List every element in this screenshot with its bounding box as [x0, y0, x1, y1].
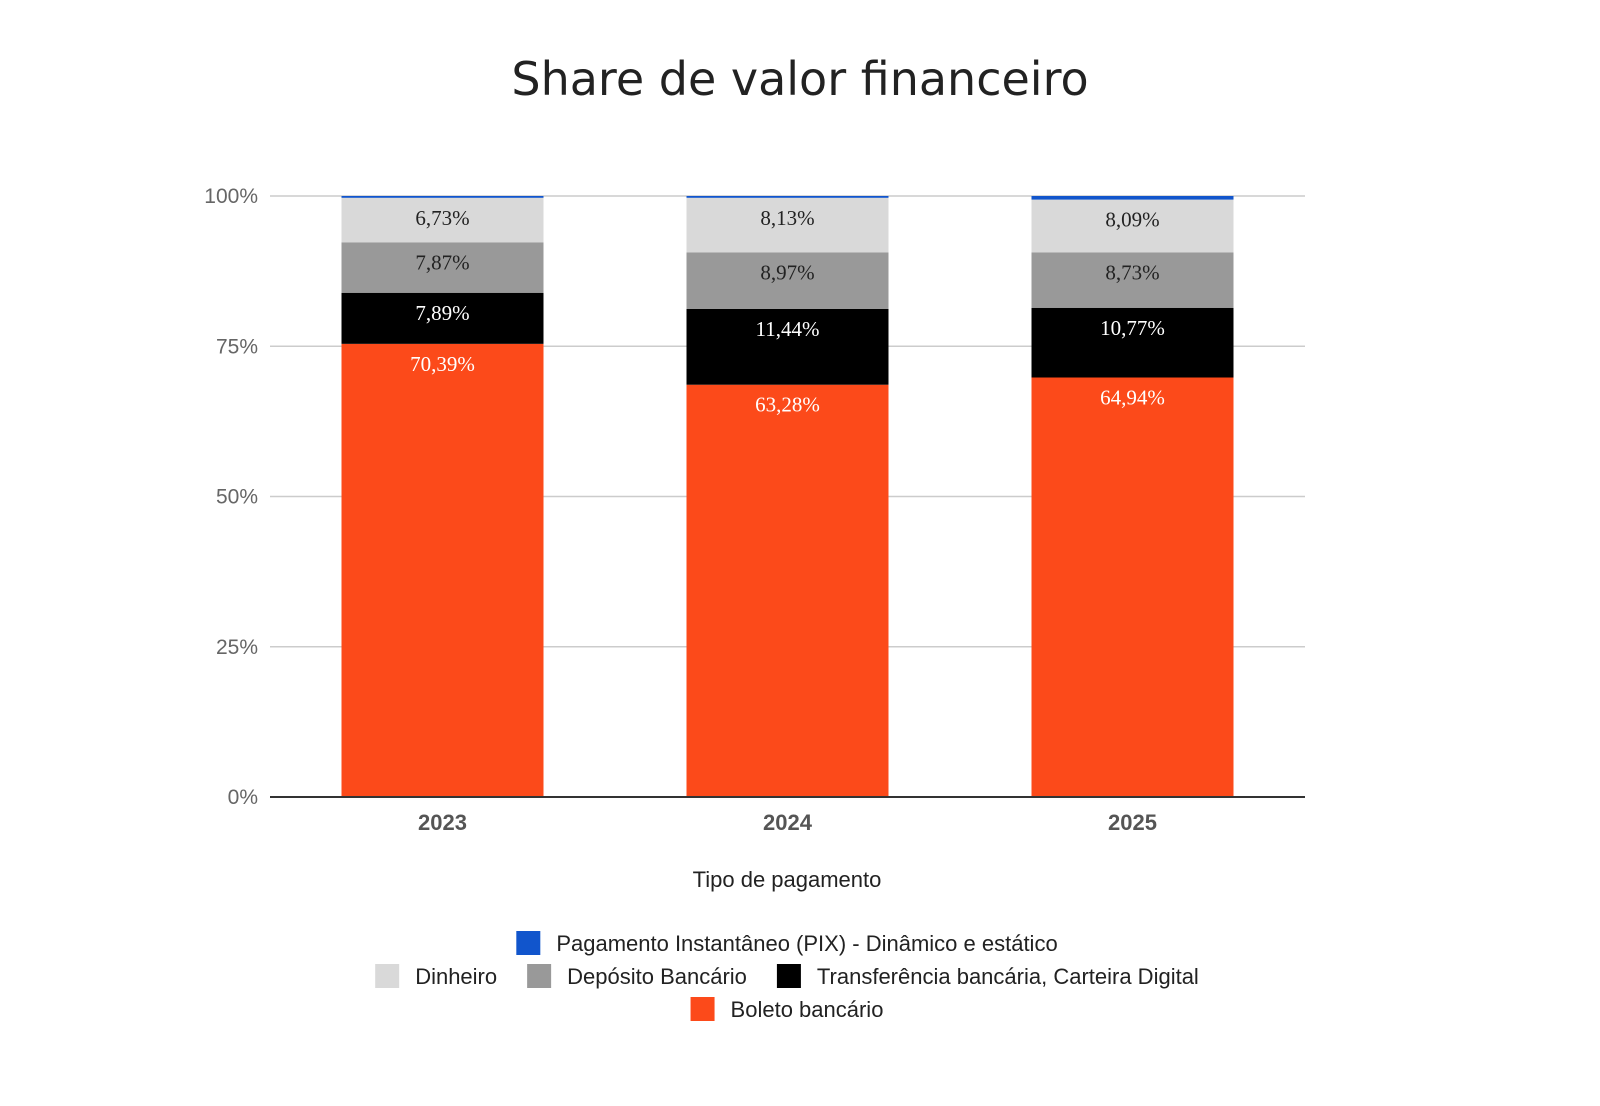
x-axis-ticks: 2023 2024 2025	[418, 810, 1157, 835]
data-label: 7,87%	[415, 250, 469, 274]
legend-item: Dinheiro	[375, 964, 497, 989]
legend-swatch	[375, 964, 400, 988]
data-label: 64,94%	[1100, 386, 1165, 410]
legend-item: Transferência bancária, Carteira Digital	[776, 964, 1199, 989]
bar-segment	[341, 196, 544, 198]
data-label: 10,77%	[1100, 316, 1165, 340]
bar-segment	[341, 242, 544, 293]
chart-title: Share de valor financeiro	[511, 52, 1089, 106]
bar-segment	[686, 308, 889, 385]
y-tick-label: 100%	[204, 185, 258, 208]
bar-segment	[1031, 196, 1234, 200]
y-tick-label: 50%	[216, 486, 258, 509]
legend-label: Dinheiro	[415, 964, 497, 989]
legend-label: Transferência bancária, Carteira Digital	[817, 964, 1199, 989]
data-label: 11,44%	[756, 317, 820, 341]
x-tick-label: 2025	[1108, 810, 1157, 835]
legend-label: Depósito Bancário	[567, 964, 747, 989]
bar-segment	[1031, 307, 1234, 378]
data-labels: 70,39% 7,89% 7,87% 6,73% 63,28% 11,44% 8,97% 8,…	[410, 206, 1165, 417]
x-axis-title: Tipo de pagamento	[693, 867, 882, 892]
bar-segment	[1031, 252, 1234, 308]
legend-item: Depósito Bancário	[527, 964, 747, 989]
legend-item: Pagamento Instantâneo (PIX) - Dinâmico e…	[516, 931, 1058, 956]
bar-segment	[686, 197, 889, 253]
legend-swatch	[527, 964, 552, 988]
bar-segment	[1031, 199, 1234, 253]
bar-segment	[1031, 377, 1234, 797]
data-label: 8,09%	[1105, 208, 1159, 232]
y-tick-label: 25%	[216, 636, 258, 659]
bars	[341, 196, 1234, 797]
data-label: 8,73%	[1105, 260, 1159, 284]
y-tick-label: 0%	[228, 786, 258, 809]
x-tick-label: 2023	[418, 810, 467, 835]
legend-item: Boleto bancário	[690, 997, 884, 1022]
bar-segment	[341, 197, 544, 243]
bar-segment	[341, 292, 544, 344]
legend: Pagamento Instantâneo (PIX) - Dinâmico e…	[375, 931, 1199, 1022]
bar-segment	[686, 384, 889, 797]
data-label: 8,13%	[760, 206, 814, 230]
legend-label: Boleto bancário	[731, 997, 884, 1022]
bar-segment	[686, 252, 889, 309]
legend-swatch	[690, 997, 715, 1021]
data-label: 8,97%	[760, 260, 814, 284]
data-label: 7,89%	[415, 301, 469, 325]
legend-label: Pagamento Instantâneo (PIX) - Dinâmico e…	[556, 931, 1057, 956]
legend-swatch	[776, 964, 801, 988]
data-label: 70,39%	[410, 352, 475, 376]
x-tick-label: 2024	[763, 810, 813, 835]
legend-swatch	[516, 931, 541, 955]
bar-segment	[686, 196, 889, 198]
y-axis-ticks: 0% 25% 50% 75% 100%	[204, 185, 258, 809]
bar-segment	[341, 343, 544, 797]
data-label: 63,28%	[755, 393, 820, 417]
y-tick-label: 75%	[216, 335, 258, 358]
data-label: 6,73%	[415, 206, 469, 230]
